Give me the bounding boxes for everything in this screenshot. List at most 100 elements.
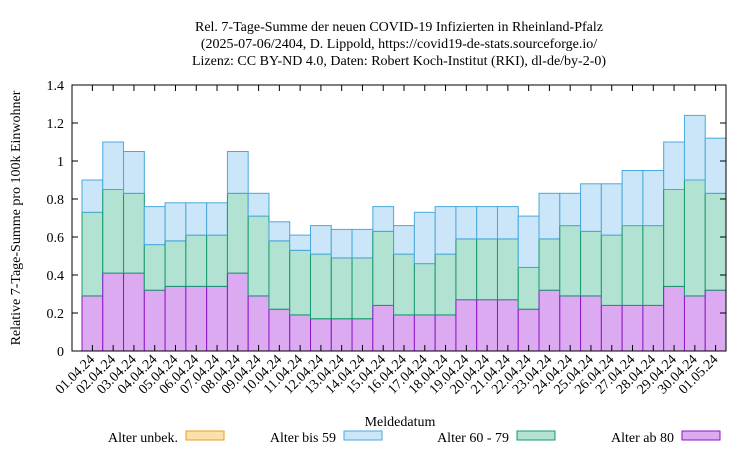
y-tick-label: 0.4 <box>47 269 65 284</box>
bar-04.04.24-series-1 <box>143 244 166 291</box>
bar-26.04.24-series-2 <box>600 183 623 236</box>
bar-25.04.24-series-1 <box>580 230 602 297</box>
legend-label: Alter ab 80 <box>611 431 674 446</box>
bar-28.04.24-series-1 <box>642 225 665 306</box>
bar-29.04.24-series-1 <box>663 189 685 287</box>
bar-21.04.24-series-2 <box>496 206 519 240</box>
bar-25.04.24-series-0 <box>580 295 602 352</box>
bar-01.05.24-series-2 <box>704 137 727 194</box>
bar-22.04.24-series-2 <box>517 215 540 268</box>
x-axis: 01.04.2402.04.2403.04.2404.04.2405.04.24… <box>53 85 721 397</box>
bar-03.04.24-series-1 <box>123 192 145 274</box>
bar-10.04.24-series-1 <box>268 240 291 310</box>
bar-14.04.24-series-1 <box>351 257 374 320</box>
bar-14.04.24-series-2 <box>351 228 374 259</box>
bar-27.04.24-series-0 <box>621 304 644 352</box>
bar-04.04.24-series-2 <box>143 206 166 246</box>
plot-frame <box>71 84 727 352</box>
bar-17.04.24-series-1 <box>413 263 436 316</box>
bar-11.04.24-series-2 <box>289 234 312 251</box>
bar-15.04.24-series-1 <box>372 230 395 306</box>
bar-18.04.24-series-1 <box>434 253 457 316</box>
bar-10.04.24-series-2 <box>268 221 291 242</box>
bar-26.04.24-series-0 <box>600 304 623 352</box>
title-line-3: Lizenz: CC BY-ND 4.0, Daten: Robert Koch… <box>192 54 606 69</box>
bar-12.04.24-series-1 <box>310 253 332 320</box>
bar-02.04.24-series-2 <box>102 141 125 190</box>
bar-04.04.24-series-0 <box>143 289 166 352</box>
title-line-2: (2025-07-06/2404, D. Lippold, https://co… <box>201 37 597 52</box>
bar-20.04.24-series-2 <box>476 206 498 240</box>
bar-19.04.24-series-0 <box>455 299 478 352</box>
bar-15.04.24-series-0 <box>372 304 395 352</box>
bar-24.04.24-series-2 <box>559 192 582 227</box>
bar-11.04.24-series-1 <box>289 249 312 316</box>
bar-29.04.24-series-2 <box>663 141 685 190</box>
legend-label: Alter bis 59 <box>270 431 336 446</box>
bar-28.04.24-series-0 <box>642 304 665 352</box>
legend-swatch <box>516 430 556 441</box>
x-axis-label: Meldedatum <box>365 415 436 430</box>
bar-05.04.24-series-0 <box>164 285 187 352</box>
y-tick-label: 1.2 <box>47 117 65 132</box>
bar-29.04.24-series-0 <box>663 285 685 352</box>
bar-25.04.24-series-2 <box>580 183 602 232</box>
legend-label: Alter unbek. <box>108 431 178 446</box>
bar-07.04.24-series-2 <box>206 202 228 236</box>
bar-23.04.24-series-2 <box>538 192 561 240</box>
y-tick-label: 0.8 <box>47 193 65 208</box>
bar-03.04.24-series-0 <box>123 272 145 352</box>
legend-label: Alter 60 - 79 <box>437 431 509 446</box>
legend: Alter unbek. Alter bis 59 Alter 60 - 79 Alt… <box>108 430 721 446</box>
bar-05.04.24-series-1 <box>164 240 187 287</box>
bar-30.04.24-series-2 <box>683 114 706 181</box>
bar-13.04.24-series-2 <box>330 228 353 259</box>
bar-16.04.24-series-1 <box>393 253 415 316</box>
bar-06.04.24-series-1 <box>185 234 208 287</box>
bar-09.04.24-series-1 <box>247 215 270 297</box>
bar-20.04.24-series-1 <box>476 238 498 301</box>
bar-02.04.24-series-0 <box>102 272 125 352</box>
bars-group <box>81 114 727 352</box>
bar-30.04.24-series-0 <box>683 295 706 352</box>
bar-01.04.24-series-0 <box>81 295 104 352</box>
y-tick-label: 1 <box>57 155 64 170</box>
bar-27.04.24-series-2 <box>621 170 644 227</box>
bar-10.04.24-series-0 <box>268 308 291 352</box>
legend-swatch <box>681 430 721 441</box>
bar-08.04.24-series-2 <box>226 151 249 194</box>
bar-08.04.24-series-1 <box>226 192 249 274</box>
bar-03.04.24-series-2 <box>123 151 145 194</box>
bar-01.04.24-series-1 <box>81 211 104 297</box>
y-axis: 0 0.2 0.4 0.6 0.8 1 1.2 1.4 <box>47 79 726 360</box>
bar-21.04.24-series-0 <box>496 299 519 352</box>
bar-08.04.24-series-0 <box>226 272 249 352</box>
bar-06.04.24-series-0 <box>185 285 208 352</box>
bar-16.04.24-series-2 <box>393 225 415 255</box>
bar-02.04.24-series-1 <box>102 189 125 274</box>
legend-swatch <box>343 430 383 441</box>
bar-24.04.24-series-0 <box>559 295 582 352</box>
y-tick-label: 1.4 <box>47 79 65 94</box>
bar-05.04.24-series-2 <box>164 202 187 242</box>
bar-27.04.24-series-1 <box>621 225 644 306</box>
bar-22.04.24-series-1 <box>517 266 540 310</box>
y-axis-label: Relative 7-Tage-Summe pro 100k Einwohner <box>9 90 24 345</box>
bar-09.04.24-series-2 <box>247 192 270 217</box>
bar-23.04.24-series-0 <box>538 289 561 352</box>
y-tick-label: 0 <box>57 345 64 360</box>
bar-21.04.24-series-1 <box>496 238 519 301</box>
bar-07.04.24-series-0 <box>206 285 228 352</box>
bar-01.05.24-series-0 <box>704 289 727 352</box>
bar-15.04.24-series-2 <box>372 206 395 232</box>
bar-26.04.24-series-1 <box>600 234 623 306</box>
bar-22.04.24-series-0 <box>517 308 540 352</box>
bar-20.04.24-series-0 <box>476 299 498 352</box>
bar-24.04.24-series-1 <box>559 225 582 297</box>
bar-01.04.24-series-2 <box>81 179 104 213</box>
bar-19.04.24-series-1 <box>455 238 478 301</box>
legend-swatch <box>185 430 225 441</box>
bar-23.04.24-series-1 <box>538 238 561 291</box>
bar-30.04.24-series-1 <box>683 179 706 297</box>
